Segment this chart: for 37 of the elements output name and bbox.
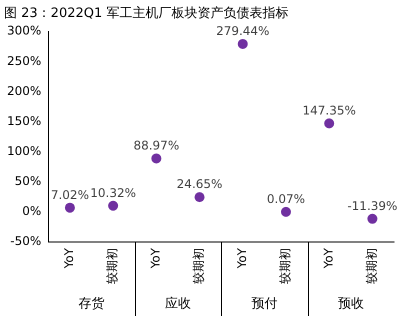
y-tick-label: 50% xyxy=(14,174,42,188)
text: 应收 xyxy=(164,295,191,312)
data-label: 147.35% xyxy=(302,103,356,118)
data-label: -11.39% xyxy=(347,198,398,213)
point xyxy=(280,206,291,217)
y-tick-label: -50% xyxy=(10,234,42,248)
data-label: 7.02% xyxy=(50,188,89,202)
x-tick-label: 较期初 xyxy=(105,248,120,284)
point xyxy=(151,153,162,164)
y-tick-label: 200% xyxy=(6,84,42,98)
y-tick-label: 300% xyxy=(6,24,42,38)
x-tick-label: YoY xyxy=(321,247,336,270)
x-tick-label: 较期初 xyxy=(278,248,292,284)
y-tick-label: 100% xyxy=(6,144,42,158)
data-label: 24.65% xyxy=(176,177,222,192)
data-label: 10.32% xyxy=(90,186,136,200)
text: 预付 xyxy=(251,296,278,312)
y-tick-label: 150% xyxy=(6,114,42,128)
y-tick-label: 250% xyxy=(6,54,42,68)
x-tick-label: 较期初 xyxy=(364,248,379,284)
chart-title: 图 23：2022Q1 军工主机厂板块资产负债表指标 xyxy=(4,5,288,22)
point xyxy=(64,202,75,213)
x-tick-label: YoY xyxy=(234,247,249,270)
y-tick-label: 0% xyxy=(22,204,42,218)
text: 存货 xyxy=(78,296,105,312)
point xyxy=(324,118,334,128)
data-label: 88.97% xyxy=(133,138,180,153)
point xyxy=(367,214,378,224)
x-tick-label: YoY xyxy=(62,247,76,270)
point xyxy=(108,200,118,211)
text: 预收 xyxy=(338,296,364,312)
x-tick-label: 较期初 xyxy=(192,248,206,284)
x-tick-label: YoY xyxy=(148,247,162,270)
data-label: 279.44% xyxy=(216,24,270,38)
data-label: 0.07% xyxy=(266,192,306,206)
point xyxy=(238,38,248,49)
point xyxy=(194,192,205,202)
